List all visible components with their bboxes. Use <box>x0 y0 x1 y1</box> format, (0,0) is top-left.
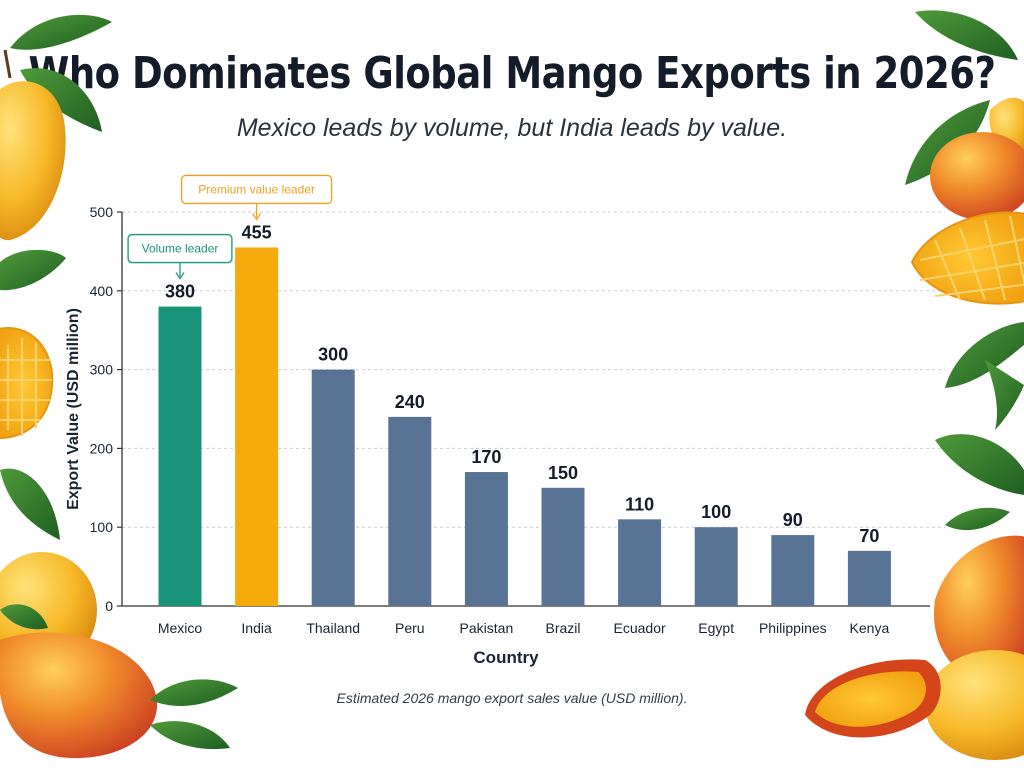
value-label: 90 <box>783 510 803 530</box>
value-label: 240 <box>395 392 425 412</box>
value-label: 300 <box>318 345 348 365</box>
value-labels: 380 455 300 240 170 150 110 100 90 70 <box>165 222 879 545</box>
x-tick-label: Ecuador <box>614 620 666 636</box>
bar-egypt <box>694 527 738 606</box>
annotation-text: Volume leader <box>142 242 219 256</box>
value-label: 110 <box>625 494 654 514</box>
chart-caption: Estimated 2026 mango export sales value … <box>336 690 688 706</box>
value-label: 380 <box>165 282 195 302</box>
bar-brazil <box>541 487 585 606</box>
x-axis-title: Country <box>473 648 539 667</box>
x-tick-labels: Mexico India Thailand Peru Pakistan Brazil Ecu… <box>158 620 890 636</box>
y-tick-label: 100 <box>90 519 114 535</box>
annotation-text: Premium value leader <box>198 182 315 196</box>
value-label: 70 <box>859 526 879 546</box>
x-tick-label: Peru <box>395 620 425 636</box>
y-tick-label: 200 <box>90 440 114 456</box>
arrow-head-icon <box>252 213 262 221</box>
bar-india <box>235 247 279 606</box>
x-tick-label: Philippines <box>759 620 827 636</box>
bar-peru <box>388 416 432 606</box>
arrow-head-icon <box>175 272 185 280</box>
annotations: Volume leader Premium value leader <box>127 174 333 280</box>
bar-thailand <box>311 369 355 606</box>
x-tick-label: Brazil <box>545 620 580 636</box>
x-tick-label: India <box>241 620 272 636</box>
bar-ecuador <box>618 519 662 606</box>
y-tick-label: 300 <box>90 362 114 378</box>
y-tick-label: 400 <box>90 283 114 299</box>
y-tick-label: 0 <box>105 598 113 614</box>
chart-title: Who Dominates Global Mango Exports in 20… <box>28 48 996 99</box>
bar-pakistan <box>464 472 508 606</box>
gridlines <box>122 211 945 528</box>
bars <box>158 247 891 606</box>
value-label: 170 <box>471 447 501 467</box>
x-tick-label: Mexico <box>158 620 203 636</box>
y-axis-title: Export Value (USD million) <box>65 308 82 510</box>
x-tick-label: Pakistan <box>460 620 514 636</box>
value-label: 455 <box>242 222 272 242</box>
x-tick-label: Egypt <box>698 620 734 636</box>
value-label: 150 <box>548 463 578 483</box>
value-label: 100 <box>701 502 731 522</box>
chart-subtitle: Mexico leads by volume, but India leads … <box>236 114 788 142</box>
bar-mexico <box>158 306 202 606</box>
x-tick-label: Thailand <box>306 620 360 636</box>
x-tick-label: Kenya <box>850 620 890 636</box>
bar-kenya <box>847 550 891 606</box>
annotation-callout: Premium value leader <box>180 174 333 221</box>
y-tick-labels: 0 100 200 300 400 500 <box>90 204 122 614</box>
y-tick-label: 500 <box>90 204 114 220</box>
annotation-callout: Volume leader <box>127 233 233 280</box>
bar-philippines <box>771 535 815 606</box>
